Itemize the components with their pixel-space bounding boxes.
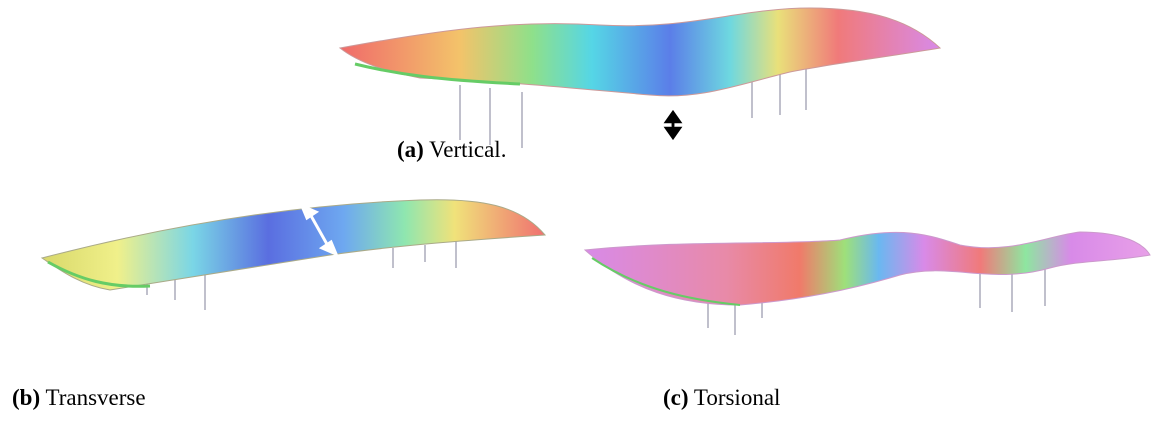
caption-label: (b): [12, 385, 40, 410]
deck-c: [585, 232, 1150, 335]
caption-text: Torsional: [694, 385, 781, 410]
mode-shapes: [0, 0, 1157, 426]
caption-text: Vertical.: [429, 137, 506, 162]
caption-b: (b) Transverse: [12, 385, 146, 411]
caption-label: (a): [397, 137, 424, 162]
caption-text: Transverse: [45, 385, 145, 410]
caption-label: (c): [663, 385, 689, 410]
figure: (a) Vertical. (b) Transverse (c) Torsion…: [0, 0, 1157, 426]
caption-c: (c) Torsional: [663, 385, 780, 411]
deck-a: [340, 8, 940, 148]
arrow-a: [666, 112, 680, 138]
deck-b: [42, 200, 545, 310]
caption-a: (a) Vertical.: [397, 137, 506, 163]
